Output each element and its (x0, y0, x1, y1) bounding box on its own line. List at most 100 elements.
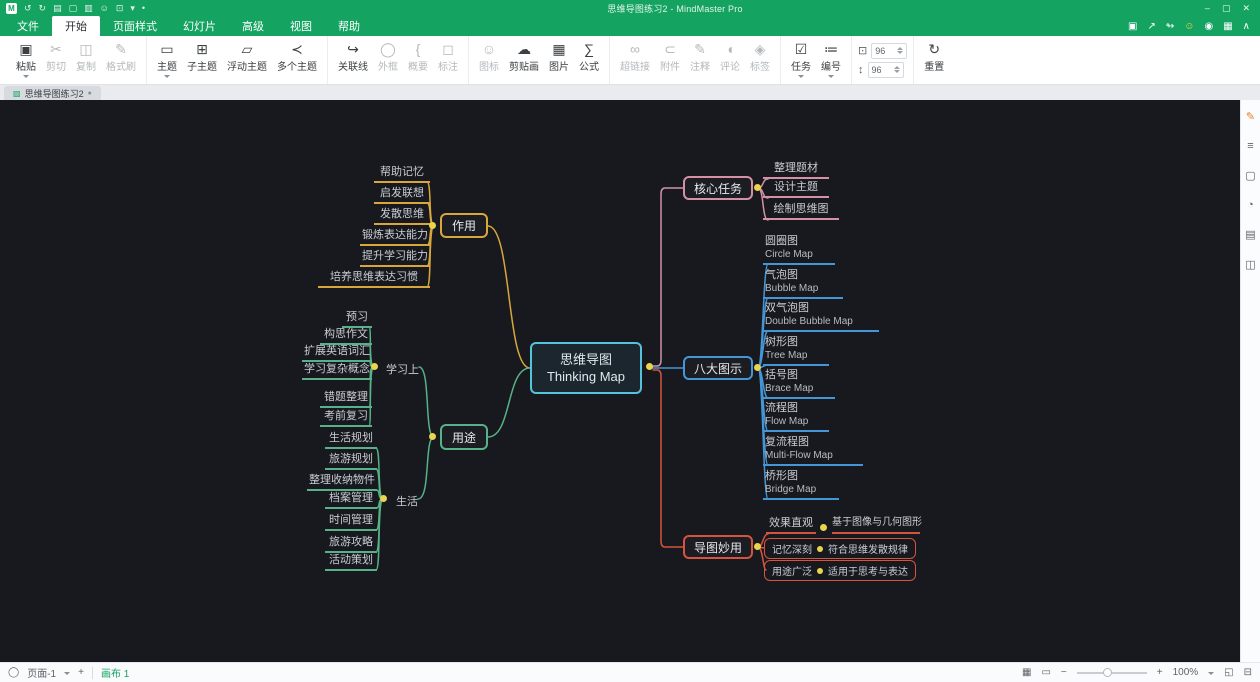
minimize-button[interactable]: – (1204, 2, 1210, 13)
format-panel-icon[interactable]: ✎ (1245, 111, 1256, 123)
zoom-in-button[interactable]: + (1156, 667, 1163, 678)
active-sheet-label[interactable]: 画布 1 (100, 669, 130, 680)
map-node-pair[interactable]: 用途广泛 适用于思考与表达 (764, 560, 916, 581)
icon-panel-icon[interactable]: ▤ (1245, 229, 1256, 241)
tab-file[interactable]: 文件 (17, 21, 39, 33)
map-node[interactable]: 圆圈图 Circle Map (763, 234, 835, 265)
tab-home[interactable]: 开始 (52, 16, 100, 36)
boundary-button[interactable]: ◯ 外框 (378, 41, 398, 73)
add-page-button[interactable]: + (78, 667, 84, 678)
note-button[interactable]: ✎ 注释 (690, 41, 710, 73)
map-node[interactable]: 错题整理 (320, 390, 372, 408)
branch-function[interactable]: 作用 (440, 213, 488, 238)
zoom-level[interactable]: 100% (1172, 667, 1199, 678)
fit-to-screen-icon[interactable]: ◱ (1224, 667, 1234, 678)
page-dropdown-caret[interactable] (64, 671, 71, 675)
map-node[interactable]: 考前复习 (320, 409, 372, 427)
map-node[interactable]: 旅游规划 (325, 452, 377, 470)
presentation-icon[interactable]: ▭ (1041, 667, 1051, 678)
account-avatar[interactable]: ◉ (1204, 20, 1214, 32)
redo-icon[interactable]: ↻ (38, 3, 47, 13)
floating-topic-button[interactable]: ▱ 浮动主题 (227, 41, 267, 73)
map-node[interactable]: 活动策划 (325, 553, 377, 571)
central-topic[interactable]: 思维导图 Thinking Map (530, 342, 642, 394)
open-file-icon[interactable]: ▥ (84, 3, 93, 13)
branch-eight-maps[interactable]: 八大图示 (683, 356, 753, 380)
callout-button[interactable]: ◻ 标注 (438, 41, 458, 73)
numbering-button[interactable]: ≔ 编号 (816, 39, 846, 80)
zoom-slider-knob[interactable] (1102, 667, 1112, 677)
reset-button[interactable]: ↻ 重置 (924, 41, 945, 73)
map-subbranch-life[interactable]: 生活 (396, 496, 418, 508)
share-icon[interactable]: ↗ (1147, 20, 1156, 32)
height-stepper[interactable]: 96 (867, 61, 904, 78)
map-node[interactable]: 发散思维 (374, 207, 430, 225)
map-node[interactable]: 旅游攻略 (325, 535, 377, 553)
map-node[interactable]: 预习 (342, 310, 372, 328)
outline-panel-icon[interactable]: ≡ (1247, 140, 1254, 152)
hyperlink-button[interactable]: ∞ 超链接 (620, 41, 650, 73)
layout-icon[interactable]: ⊡ (115, 3, 124, 13)
map-node[interactable]: 构思作文 (320, 327, 372, 345)
map-node[interactable]: 流程图 Flow Map (763, 401, 829, 432)
map-node[interactable]: 复流程图 Multi-Flow Map (763, 435, 863, 466)
map-node[interactable]: 绘制思维图 (763, 202, 839, 220)
vip-icon[interactable]: ☺ (1184, 20, 1195, 32)
map-node[interactable]: 树形图 Tree Map (763, 335, 829, 366)
tab-advanced[interactable]: 高级 (242, 21, 264, 33)
map-subbranch-study[interactable]: 学习上 (386, 364, 419, 376)
format-painter-button[interactable]: ✎ 格式刷 (106, 41, 136, 73)
zoom-out-button[interactable]: − (1060, 667, 1067, 678)
more-quick-icon[interactable]: ▾ (130, 3, 135, 13)
map-node[interactable]: 培养思维表达习惯 (318, 270, 430, 288)
collapse-panel-icon[interactable]: ⊟ (1243, 667, 1252, 678)
branch-core-task[interactable]: 核心任务 (683, 176, 753, 200)
map-node[interactable]: 括号图 Brace Map (763, 368, 835, 399)
collapse-ribbon-icon[interactable]: ∧ (1242, 20, 1250, 32)
task-button[interactable]: ☑ 任务 (786, 39, 816, 80)
map-node[interactable]: 时间管理 (325, 513, 377, 531)
insert-subtopic-button[interactable]: ⊞ 子主题 (187, 41, 217, 73)
style-panel-icon[interactable]: ▢ (1245, 170, 1256, 182)
map-node[interactable]: 生活规划 (325, 431, 377, 449)
comment-button[interactable]: ◖ 评论 (720, 41, 740, 73)
map-node[interactable]: 整理题材 (763, 161, 829, 179)
map-node[interactable]: 气泡图 Bubble Map (763, 268, 843, 299)
page-tab[interactable]: 页面-1 (27, 669, 57, 680)
summary-button[interactable]: { 概要 (408, 41, 428, 73)
icon-marker-button[interactable]: ☺ 图标 (479, 41, 499, 73)
close-button[interactable]: ✕ (1242, 2, 1250, 13)
picture-button[interactable]: ▦ 图片 (549, 41, 569, 73)
tag-button[interactable]: ◈ 标签 (750, 41, 770, 73)
map-node[interactable]: 帮助记忆 (374, 165, 430, 183)
map-node[interactable]: 整理收纳物件 (307, 473, 377, 491)
clipart-button[interactable]: ☁ 剪贴画 (509, 41, 539, 73)
new-file-icon[interactable]: ▢ (68, 3, 78, 13)
map-node-pair[interactable]: 记忆深刻 符合思维发散规律 (764, 538, 916, 559)
cut-button[interactable]: ✂ 剪切 (46, 41, 66, 73)
map-node[interactable]: 效果直观 (766, 516, 816, 534)
undo-icon[interactable]: ↺ (24, 3, 32, 13)
map-node[interactable]: 启发联想 (374, 186, 430, 204)
map-node[interactable]: 基于图像与几何图形 (832, 516, 922, 534)
width-stepper[interactable]: 96 (871, 42, 908, 59)
maximize-button[interactable]: ▢ (1221, 2, 1231, 13)
tab-view[interactable]: 视图 (290, 21, 312, 33)
paste-button[interactable]: ▣ 粘贴 (11, 39, 41, 80)
note-panel-icon[interactable]: ◫ (1245, 259, 1256, 271)
map-node[interactable]: 档案管理 (325, 491, 377, 509)
customize-dot-icon[interactable]: • (141, 3, 146, 13)
apps-grid-icon[interactable]: ▦ (1223, 20, 1233, 32)
tab-slides[interactable]: 幻灯片 (183, 21, 216, 33)
emoji-icon[interactable]: ☺ (99, 3, 109, 13)
outline-mode-icon[interactable]: ◯ (8, 667, 20, 678)
tab-page-style[interactable]: 页面样式 (113, 21, 157, 33)
branch-map-uses[interactable]: 导图妙用 (683, 535, 753, 559)
copy-button[interactable]: ◫ 复制 (76, 41, 96, 73)
zoom-slider[interactable] (1076, 667, 1147, 677)
collaborate-icon[interactable]: ▣ (1128, 20, 1138, 32)
multi-topic-button[interactable]: ≺ 多个主题 (277, 41, 317, 73)
mindmap-canvas[interactable]: 思维导图 Thinking Map 核心任务 八大图示 导图妙用 作用 用途 整… (0, 100, 1240, 662)
map-node[interactable]: 双气泡图 Double Bubble Map (763, 301, 879, 332)
map-node[interactable]: 锻炼表达能力 (360, 228, 430, 246)
